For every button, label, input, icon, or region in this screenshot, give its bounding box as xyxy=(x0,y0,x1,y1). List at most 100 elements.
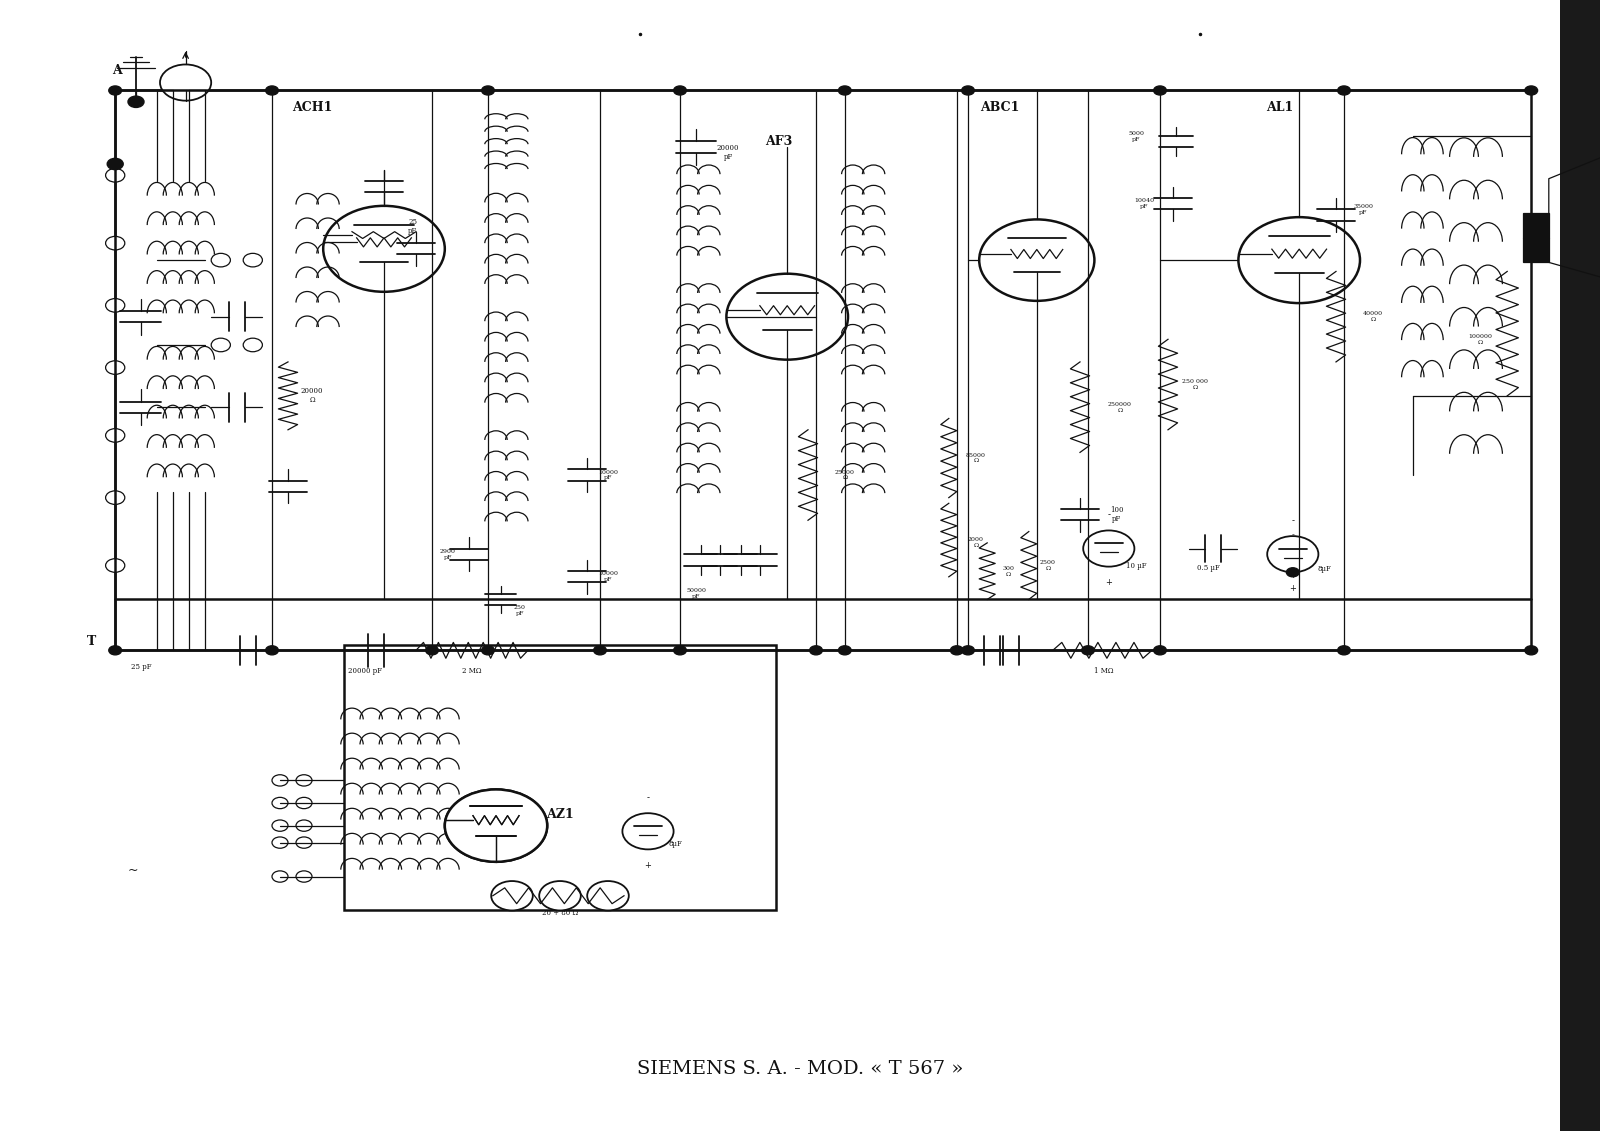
Circle shape xyxy=(106,299,125,312)
Circle shape xyxy=(211,253,230,267)
Circle shape xyxy=(539,881,581,910)
Text: 40000
Ω: 40000 Ω xyxy=(1363,311,1382,322)
Circle shape xyxy=(950,646,963,655)
Text: +: + xyxy=(1290,571,1296,580)
Bar xyxy=(344,645,776,910)
Circle shape xyxy=(1286,568,1299,577)
Text: 250 000
Ω: 250 000 Ω xyxy=(1182,379,1208,390)
Circle shape xyxy=(1267,536,1318,572)
Text: SIEMENS S. A. - MOD. « T 567 »: SIEMENS S. A. - MOD. « T 567 » xyxy=(637,1060,963,1078)
Circle shape xyxy=(962,646,974,655)
Circle shape xyxy=(1154,646,1166,655)
Text: 2900
pF: 2900 pF xyxy=(440,549,456,560)
Circle shape xyxy=(587,881,629,910)
Circle shape xyxy=(1082,646,1094,655)
Circle shape xyxy=(482,86,494,95)
Text: +: + xyxy=(1290,584,1296,593)
Circle shape xyxy=(1154,86,1166,95)
Circle shape xyxy=(272,871,288,882)
Circle shape xyxy=(1338,86,1350,95)
Text: 35000
pF: 35000 pF xyxy=(1354,204,1373,215)
Circle shape xyxy=(1338,646,1350,655)
Circle shape xyxy=(674,86,686,95)
Circle shape xyxy=(243,253,262,267)
Circle shape xyxy=(296,837,312,848)
Circle shape xyxy=(726,274,848,360)
Circle shape xyxy=(838,646,851,655)
Text: -: - xyxy=(646,793,650,802)
Circle shape xyxy=(323,206,445,292)
Circle shape xyxy=(106,236,125,250)
Text: AL1: AL1 xyxy=(1266,101,1294,114)
Text: ACH1: ACH1 xyxy=(291,101,333,114)
Circle shape xyxy=(426,646,438,655)
Circle shape xyxy=(106,169,125,182)
Text: 10 µF: 10 µF xyxy=(1126,561,1146,570)
Text: 8µF: 8µF xyxy=(669,839,682,848)
Circle shape xyxy=(1525,86,1538,95)
Circle shape xyxy=(160,64,211,101)
Circle shape xyxy=(594,646,606,655)
Text: 10040
pF: 10040 pF xyxy=(1134,198,1154,209)
Circle shape xyxy=(106,559,125,572)
Circle shape xyxy=(272,775,288,786)
Circle shape xyxy=(106,361,125,374)
Text: 1 MΩ: 1 MΩ xyxy=(1094,666,1114,675)
Circle shape xyxy=(296,797,312,809)
Text: 85000
Ω: 85000 Ω xyxy=(966,452,986,464)
Text: 25
pF: 25 pF xyxy=(408,217,418,235)
Text: 25000
Ω: 25000 Ω xyxy=(835,469,854,481)
Circle shape xyxy=(266,86,278,95)
Circle shape xyxy=(445,789,547,862)
Circle shape xyxy=(674,646,686,655)
Text: 300
Ω: 300 Ω xyxy=(1002,566,1014,577)
Text: AF3: AF3 xyxy=(765,135,794,148)
Circle shape xyxy=(962,86,974,95)
Circle shape xyxy=(106,491,125,504)
Circle shape xyxy=(211,338,230,352)
Circle shape xyxy=(1083,530,1134,567)
Circle shape xyxy=(445,789,547,862)
Text: AZ1: AZ1 xyxy=(546,808,574,821)
Text: T: T xyxy=(86,634,96,648)
Bar xyxy=(1523,213,1549,262)
Text: A: A xyxy=(112,63,122,77)
Text: 2 MΩ: 2 MΩ xyxy=(462,666,482,675)
Text: 5000
pF: 5000 pF xyxy=(1128,131,1144,143)
Circle shape xyxy=(272,837,288,848)
Circle shape xyxy=(1238,217,1360,303)
Text: +: + xyxy=(1106,578,1112,587)
Circle shape xyxy=(482,646,494,655)
Bar xyxy=(1560,0,1600,1131)
Circle shape xyxy=(272,797,288,809)
Circle shape xyxy=(838,86,851,95)
Circle shape xyxy=(109,646,122,655)
Circle shape xyxy=(979,219,1094,301)
Text: 100000
Ω: 100000 Ω xyxy=(1469,334,1491,345)
Text: 25 pF: 25 pF xyxy=(131,663,150,672)
Circle shape xyxy=(109,86,122,95)
Text: 250000
Ω: 250000 Ω xyxy=(1107,402,1133,413)
Circle shape xyxy=(491,881,533,910)
Text: 100
pF: 100 pF xyxy=(1110,506,1123,524)
Text: 10000
pF: 10000 pF xyxy=(598,571,618,582)
Text: 20 + 80 Ω: 20 + 80 Ω xyxy=(542,908,578,917)
Circle shape xyxy=(1525,646,1538,655)
Text: 0.5 µF: 0.5 µF xyxy=(1197,563,1219,572)
Text: 20000
pF: 20000 pF xyxy=(717,144,739,162)
Circle shape xyxy=(296,820,312,831)
Text: ~: ~ xyxy=(128,864,139,878)
Circle shape xyxy=(243,338,262,352)
Text: -: - xyxy=(1291,516,1294,525)
Circle shape xyxy=(107,158,123,170)
Text: 10000
pF: 10000 pF xyxy=(598,469,618,481)
Text: 20000 pF: 20000 pF xyxy=(347,666,382,675)
Circle shape xyxy=(810,646,822,655)
Text: 50000
pF: 50000 pF xyxy=(686,588,706,599)
Bar xyxy=(115,90,1531,650)
Text: -: - xyxy=(1107,510,1110,519)
Circle shape xyxy=(128,96,144,107)
Circle shape xyxy=(266,646,278,655)
Circle shape xyxy=(622,813,674,849)
Text: 20000
Ω: 20000 Ω xyxy=(301,387,323,405)
